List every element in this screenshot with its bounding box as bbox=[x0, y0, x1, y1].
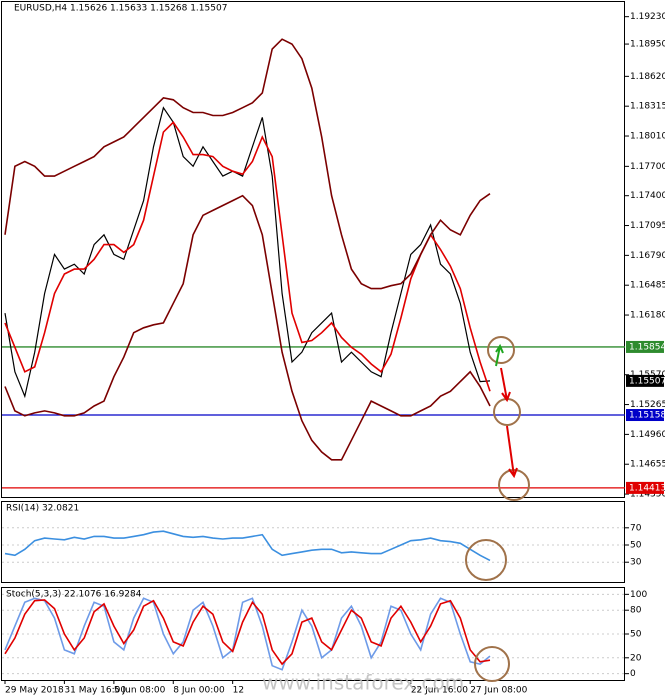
level-label: 1.15854 bbox=[629, 342, 665, 352]
y-tick-label: 1.18950 bbox=[630, 40, 665, 50]
plot: 29 May 2018 31 May 16:005 Jun 08:00 8 Jun … bbox=[2, 12, 665, 696]
level-tag bbox=[626, 481, 664, 494]
stoch-panel bbox=[1, 587, 625, 681]
circle bbox=[474, 646, 510, 682]
y-tick-label: 1.18315 bbox=[630, 102, 665, 112]
y-tick-label: 30 bbox=[630, 558, 642, 568]
rsi-panel bbox=[1, 501, 625, 583]
y-tick-label: 1.19230 bbox=[630, 12, 665, 22]
x-tick-label: 12 bbox=[233, 686, 244, 696]
chart-title: EURUSD,H4 1.15626 1.15633 1.15268 1.1550… bbox=[14, 4, 227, 14]
y-tick-label: 1.16180 bbox=[630, 311, 665, 321]
x-tick-label: 27 Jun 08:00 bbox=[470, 686, 527, 696]
y-tick-label: 1.18010 bbox=[630, 132, 665, 142]
y-tick-label: 1.17400 bbox=[630, 191, 665, 201]
y-tick-label: 80 bbox=[630, 606, 642, 616]
annotations bbox=[465, 336, 530, 682]
arrow-up bbox=[495, 343, 504, 367]
price-label: 1.15507 bbox=[629, 376, 665, 386]
circle bbox=[465, 539, 507, 581]
y-tick-label: 1.14350 bbox=[630, 490, 665, 500]
y-tick-label: 100 bbox=[630, 590, 647, 600]
series-line bbox=[4, 530, 491, 562]
circle bbox=[487, 336, 515, 364]
y-tick-label: 50 bbox=[630, 541, 642, 551]
y-tick-label: 1.18620 bbox=[630, 72, 665, 82]
y-tick-label: 1.14960 bbox=[630, 430, 665, 440]
y-tick-label: 1.15265 bbox=[630, 400, 665, 410]
main-panel bbox=[1, 1, 625, 498]
rsi-title: RSI(14) 32.0821 bbox=[6, 504, 79, 514]
series-line bbox=[4, 38, 491, 290]
watermark: www.instaforex.com bbox=[262, 671, 464, 695]
x-tick-label: 22 Jun 16:00 bbox=[411, 686, 468, 696]
stoch-title: Stoch(5,3,3) 22.1076 16.9284 bbox=[6, 590, 142, 600]
y-tick-label: 1.14655 bbox=[630, 460, 665, 470]
series-line bbox=[4, 597, 491, 671]
y-tick-label: 20 bbox=[630, 653, 642, 663]
series-line bbox=[4, 599, 491, 666]
level-label: 1.15158 bbox=[629, 411, 665, 421]
y-tick-label: 50 bbox=[630, 630, 642, 640]
series-line bbox=[4, 106, 491, 399]
x-tick-label: 29 May 2018 bbox=[5, 686, 64, 696]
y-tick-label: 1.17700 bbox=[630, 162, 665, 172]
arrow-down bbox=[506, 425, 518, 479]
arrow-down bbox=[500, 367, 511, 403]
series-line bbox=[4, 194, 491, 461]
x-tick-label: 5 Jun 08:00 bbox=[114, 686, 166, 696]
x-tick-label: 8 Jun 00:00 bbox=[173, 686, 225, 696]
level-tag bbox=[626, 409, 664, 422]
y-tick-label: 1.16790 bbox=[630, 251, 665, 261]
y-tick-label: 1.17095 bbox=[630, 221, 665, 231]
price-tag bbox=[626, 374, 664, 387]
y-tick-label: 70 bbox=[630, 523, 642, 533]
y-tick-label: 0 bbox=[630, 669, 636, 679]
level-tag bbox=[626, 340, 664, 353]
x-tick-label: 31 May 16:00 bbox=[64, 686, 126, 696]
level-label: 1.14413 bbox=[629, 483, 665, 493]
series-line bbox=[4, 121, 491, 392]
y-tick-label: 1.16485 bbox=[630, 281, 665, 291]
